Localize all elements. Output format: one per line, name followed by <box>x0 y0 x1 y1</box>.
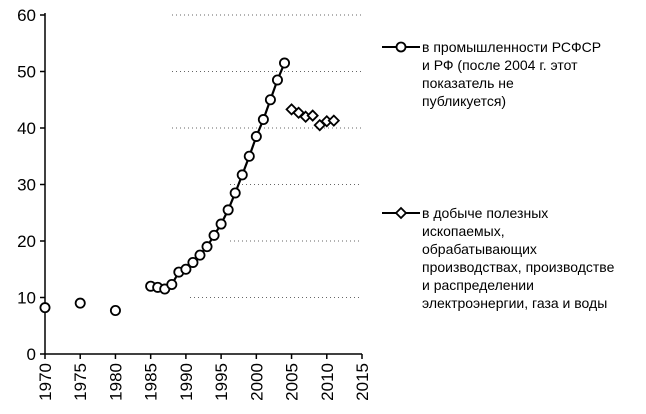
data-point-industry <box>194 249 206 261</box>
legend-text-line: показатель не <box>422 75 514 91</box>
data-point-industry <box>187 256 199 268</box>
data-point-industry <box>279 57 291 69</box>
legend-text-line: электроэнергии, газа и воды <box>422 295 608 311</box>
legend-text-line: публикуется) <box>422 93 507 109</box>
x-tick-label: 1980 <box>106 363 125 401</box>
data-point-industry <box>229 187 241 199</box>
tick-labels: 0 10 20 30 40 50 60 1970 1975 1980 1985 1990 1995 200… <box>17 6 372 401</box>
legend-text-line: и распределении <box>422 277 534 293</box>
x-tick-label: 2000 <box>247 363 266 401</box>
data-point-industry <box>201 241 213 253</box>
gridlines <box>172 14 362 298</box>
data-point-industry <box>109 304 121 316</box>
data-point-industry <box>180 263 192 275</box>
data-point-industry <box>271 74 283 86</box>
x-tick-label: 1970 <box>36 363 55 401</box>
legend-diamond-marker-icon <box>382 206 420 220</box>
data-point-industry <box>215 218 227 230</box>
legend-label-mining-manufacturing: в добыче полезных ископаемых, обрабатывающ… <box>422 204 644 312</box>
legend-text-line: производствах, производстве <box>422 259 615 275</box>
y-tick-label: 0 <box>27 345 36 364</box>
data-point-industry <box>236 169 248 181</box>
y-tick-label: 20 <box>17 232 36 251</box>
data-point-mining-manufacturing <box>306 109 319 122</box>
data-point-industry <box>74 297 86 309</box>
x-tick-label: 2010 <box>318 363 337 401</box>
legend-text-line: в промышленности РСФСР <box>422 39 602 55</box>
data-point-mining-manufacturing <box>327 114 341 127</box>
data-point-industry <box>166 279 178 291</box>
legend-text-line: обрабатывающих <box>422 241 537 257</box>
data-point-industry <box>250 130 262 142</box>
y-tick-label: 50 <box>17 63 36 82</box>
data-point-industry <box>264 94 276 106</box>
legend-text-line: ископаемых, <box>422 223 505 239</box>
y-tick-label: 10 <box>17 289 36 308</box>
x-tick-label: 1985 <box>142 363 161 401</box>
data-point-industry <box>222 204 234 216</box>
legend-text-line: и РФ (после 2004 г. этот <box>422 57 578 73</box>
x-tick-label: 1995 <box>212 363 231 401</box>
axes <box>40 13 363 359</box>
data-point-industry <box>208 229 220 241</box>
legend-label-industry: в промышленности РСФСР и РФ (после 2004 г… <box>422 38 644 110</box>
x-tick-label: 1990 <box>177 363 196 401</box>
legend-text-line: в добыче полезных <box>422 205 549 221</box>
data-point-industry <box>257 114 269 126</box>
data-point-industry <box>243 150 255 162</box>
x-tick-label: 2005 <box>283 363 302 401</box>
x-tick-label: 2015 <box>353 363 372 401</box>
data-point-industry <box>39 302 51 314</box>
y-tick-label: 40 <box>17 119 36 138</box>
legend-circle-marker-icon <box>382 41 420 53</box>
y-tick-label: 30 <box>17 176 36 195</box>
y-tick-label: 60 <box>17 6 36 25</box>
x-tick-label: 1975 <box>71 363 90 401</box>
series-markers <box>39 57 341 316</box>
